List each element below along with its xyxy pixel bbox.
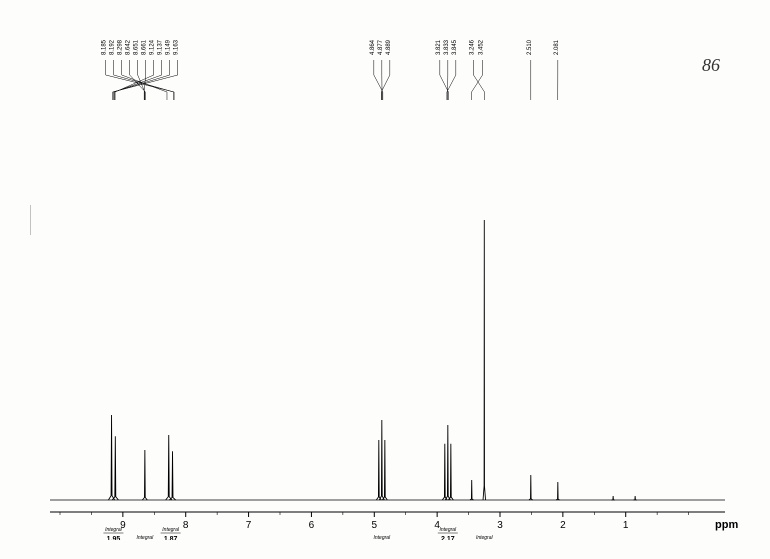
svg-text:9.149: 9.149 xyxy=(166,40,172,55)
svg-text:6: 6 xyxy=(309,520,315,531)
svg-text:8: 8 xyxy=(183,520,189,531)
svg-text:4.889: 4.889 xyxy=(386,40,392,55)
svg-text:ppm: ppm xyxy=(715,519,738,531)
svg-text:Integral: Integral xyxy=(373,535,391,540)
spectrum-svg: 987654321ppm9.1639.1499.1379.1248.6618.6… xyxy=(30,40,740,540)
svg-text:8.192: 8.192 xyxy=(110,40,116,55)
svg-text:8.651: 8.651 xyxy=(134,40,140,55)
svg-text:3: 3 xyxy=(497,520,503,531)
svg-text:Integral: Integral xyxy=(439,527,457,533)
svg-text:2.081: 2.081 xyxy=(554,40,560,55)
nmr-spectrum: 987654321ppm9.1639.1499.1379.1248.6618.6… xyxy=(30,40,740,540)
svg-text:3.821: 3.821 xyxy=(436,40,442,55)
svg-text:9.124: 9.124 xyxy=(150,40,156,55)
svg-text:2: 2 xyxy=(560,520,566,531)
svg-text:3.246: 3.246 xyxy=(470,40,476,55)
svg-text:8.642: 8.642 xyxy=(126,40,132,55)
svg-text:1.95: 1.95 xyxy=(107,536,121,540)
svg-text:9.137: 9.137 xyxy=(158,40,164,55)
svg-text:Integral: Integral xyxy=(162,527,180,533)
svg-text:4.864: 4.864 xyxy=(370,40,376,55)
svg-text:3.452: 3.452 xyxy=(479,40,485,55)
svg-text:3.845: 3.845 xyxy=(452,40,458,55)
svg-text:4.877: 4.877 xyxy=(378,40,384,55)
svg-text:Integral: Integral xyxy=(137,535,155,540)
svg-text:1.87: 1.87 xyxy=(164,536,178,540)
svg-text:3.833: 3.833 xyxy=(444,40,450,55)
svg-text:9.163: 9.163 xyxy=(174,40,180,55)
svg-text:Integral: Integral xyxy=(105,527,123,533)
svg-text:8.298: 8.298 xyxy=(118,40,124,55)
svg-text:2.510: 2.510 xyxy=(527,40,533,55)
svg-text:1: 1 xyxy=(623,520,629,531)
svg-text:2.17: 2.17 xyxy=(441,536,455,540)
svg-text:8.661: 8.661 xyxy=(142,40,148,55)
svg-text:Integral: Integral xyxy=(476,535,494,540)
svg-text:5: 5 xyxy=(372,520,378,531)
svg-text:7: 7 xyxy=(246,520,252,531)
svg-text:8.185: 8.185 xyxy=(102,40,108,55)
